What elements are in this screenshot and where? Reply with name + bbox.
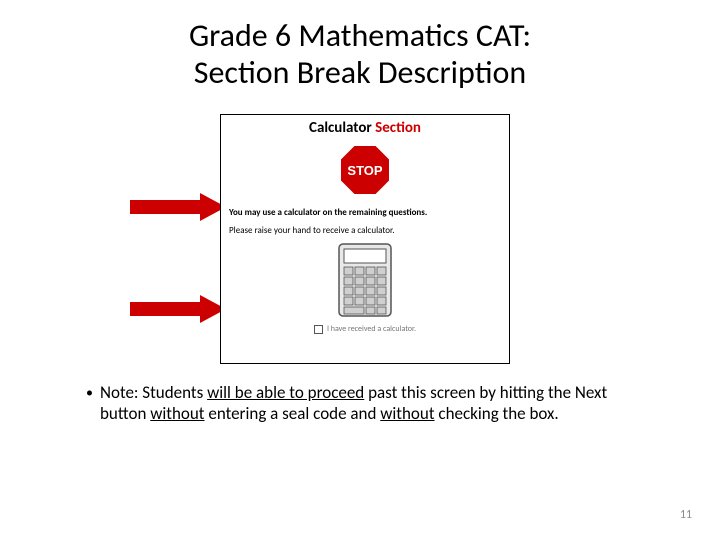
- calculator-icon: [335, 242, 395, 318]
- heading-prefix: Calculator: [309, 119, 375, 137]
- slide: Grade 6 Mathematics CAT: Section Break D…: [0, 0, 720, 540]
- note-mid2: entering a seal code and: [205, 403, 381, 424]
- calculator-image: [221, 242, 509, 318]
- calculator-section-heading: Calculator Section: [221, 119, 509, 137]
- page-number: 11: [680, 508, 692, 522]
- arrow-bottom: [130, 295, 226, 323]
- arrow-top: [130, 193, 226, 221]
- title-line-1: Grade 6 Mathematics CAT:: [189, 16, 531, 55]
- note-tail: checking the box.: [435, 403, 559, 424]
- stop-sign: STOP: [221, 143, 509, 197]
- slide-title: Grade 6 Mathematics CAT: Section Break D…: [0, 18, 720, 92]
- section-break-screenshot: Calculator Section STOP You may use a ca…: [220, 114, 510, 364]
- note-u3: without: [380, 403, 434, 424]
- heading-red: Section: [375, 119, 421, 137]
- received-calculator-row: I have received a calculator.: [221, 324, 509, 334]
- note-bullet: • Note: Students will be able to proceed…: [100, 382, 640, 425]
- stop-icon: STOP: [338, 143, 392, 197]
- bullet-dot: •: [86, 384, 93, 402]
- instruction-2: Please raise your hand to receive a calc…: [229, 225, 501, 237]
- note-lead: Note: Students: [100, 382, 207, 403]
- title-line-2: Section Break Description: [194, 53, 526, 92]
- received-calculator-checkbox[interactable]: [314, 325, 323, 334]
- note-u2: without: [150, 403, 204, 424]
- note-text: Note: Students will be able to proceed p…: [100, 382, 607, 424]
- received-calculator-label: I have received a calculator.: [327, 324, 416, 334]
- note-u1: will be able to proceed: [207, 382, 364, 403]
- stop-text: STOP: [347, 163, 382, 178]
- instruction-1: You may use a calculator on the remainin…: [229, 207, 501, 219]
